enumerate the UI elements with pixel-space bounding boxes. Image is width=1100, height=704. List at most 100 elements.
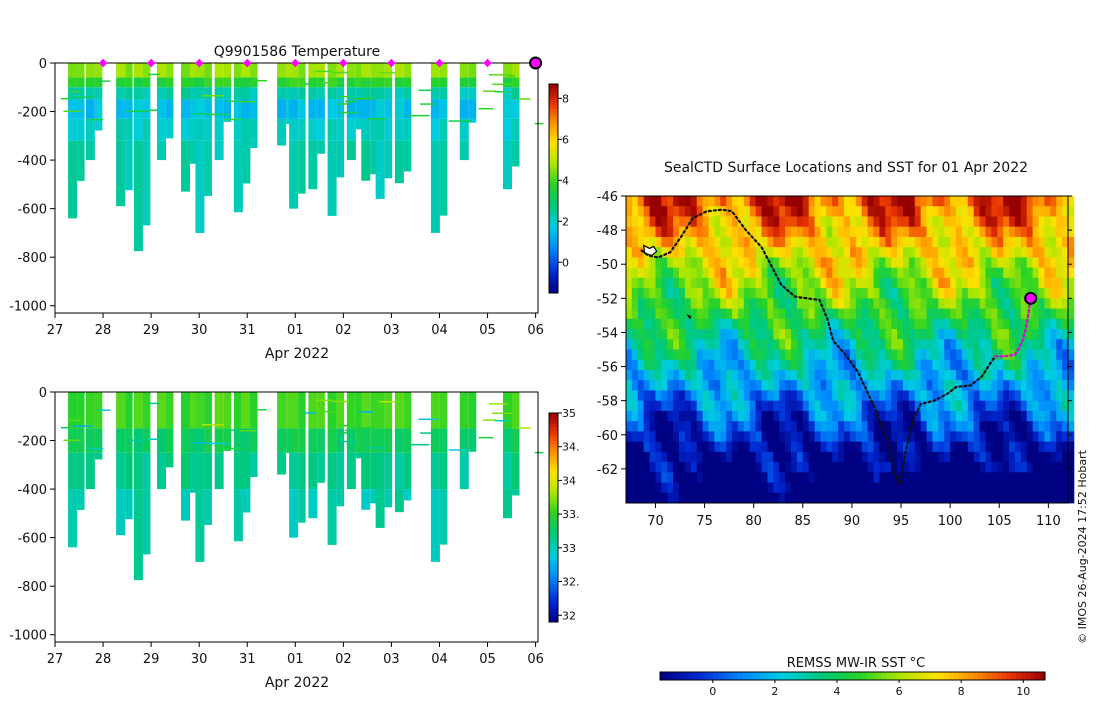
sst-cell (932, 421, 938, 432)
sst-cell (844, 493, 850, 504)
sst-cell (856, 462, 862, 473)
section-streak (253, 80, 267, 82)
sst-cell (720, 442, 726, 453)
sst-colorbar-segment (785, 672, 790, 680)
colorbar-tick-label: 32.5 (562, 576, 580, 589)
sst-cell (655, 257, 661, 268)
sst-cell (915, 339, 921, 350)
sst-cell (927, 411, 933, 422)
sst-cell (1044, 319, 1050, 330)
sst-cell (820, 493, 826, 504)
sst-cell (991, 380, 997, 391)
section-streak (419, 90, 438, 92)
sst-colorbar-segment (790, 672, 795, 680)
section-cell (376, 428, 385, 452)
sst-cell (1033, 411, 1039, 422)
section-cell (469, 78, 477, 88)
sst-cell (738, 237, 744, 248)
sst-cell (791, 411, 797, 422)
sst-cell (985, 298, 991, 309)
sst-cell (944, 257, 950, 268)
sst-cell (720, 329, 726, 340)
sst-cell (968, 350, 974, 361)
sst-cell (744, 452, 750, 463)
sst-cell (673, 268, 679, 279)
sst-cell (1044, 483, 1050, 494)
sst-cell (738, 309, 744, 320)
sst-cell (997, 442, 1003, 453)
section-cell (215, 99, 224, 118)
sst-cell (797, 411, 803, 422)
sst-cell (903, 206, 909, 217)
sst-cell (885, 462, 891, 473)
sst-cell (779, 462, 785, 473)
sst-cell (703, 247, 709, 258)
sst-cell (1062, 237, 1068, 248)
sst-cell (944, 483, 950, 494)
sst-cell (762, 196, 768, 207)
sst-cell (673, 370, 679, 381)
section-streak (202, 95, 224, 97)
sst-cell (738, 227, 744, 238)
sst-cell (950, 472, 956, 483)
sst-colorbar-segment (771, 672, 776, 680)
y-tick-label: -600 (17, 203, 47, 218)
sst-cell (997, 278, 1003, 289)
section-cell (289, 428, 298, 452)
sst-cell (997, 350, 1003, 361)
sst-cell (803, 421, 809, 432)
sst-cell (921, 370, 927, 381)
section-cell (215, 119, 224, 141)
sst-cell (779, 472, 785, 483)
sst-cell (885, 411, 891, 422)
sst-cell (744, 278, 750, 289)
sst-cell (756, 360, 762, 371)
sst-cell (1015, 268, 1021, 279)
colorbar-segment (549, 511, 558, 515)
sst-cell (832, 411, 838, 422)
sst-cell (685, 288, 691, 299)
sst-cell (1027, 329, 1033, 340)
sst-cell (797, 319, 803, 330)
sst-cell (850, 380, 856, 391)
sst-cell (921, 483, 927, 494)
sst-cell (667, 309, 673, 320)
section-cell (308, 392, 317, 428)
sst-cell (844, 390, 850, 401)
sst-cell (632, 298, 638, 309)
sst-cell (791, 360, 797, 371)
sst-cell (856, 472, 862, 483)
sst-cell (956, 216, 962, 227)
sst-cell (962, 309, 968, 320)
map-y-tick-label: -52 (597, 292, 618, 307)
section-cell (143, 141, 151, 226)
sst-cell (661, 360, 667, 371)
sst-cell (638, 298, 644, 309)
colorbar-segment (549, 573, 558, 577)
sst-cell (921, 298, 927, 309)
sst-cell (1003, 370, 1009, 381)
section-cell (181, 99, 190, 118)
sst-cell (844, 339, 850, 350)
section-cell (134, 141, 143, 251)
sst-cell (826, 288, 832, 299)
sst-cell (980, 431, 986, 442)
section-streak (315, 400, 332, 402)
sst-cell (897, 390, 903, 401)
sst-cell (756, 196, 762, 207)
sst-cell (897, 493, 903, 504)
colorbar-segment (549, 223, 558, 227)
sst-cell (685, 380, 691, 391)
sst-cell (744, 472, 750, 483)
sst-cell (750, 257, 756, 268)
sst-cell (679, 196, 685, 207)
sst-cell (738, 421, 744, 432)
sst-cell (1033, 493, 1039, 504)
sst-cell (726, 350, 732, 361)
sst-cell (856, 319, 862, 330)
sst-cell (732, 401, 738, 412)
sst-cell (685, 421, 691, 432)
sst-cell (655, 196, 661, 207)
colorbar-segment (549, 91, 558, 95)
sst-cell (997, 309, 1003, 320)
